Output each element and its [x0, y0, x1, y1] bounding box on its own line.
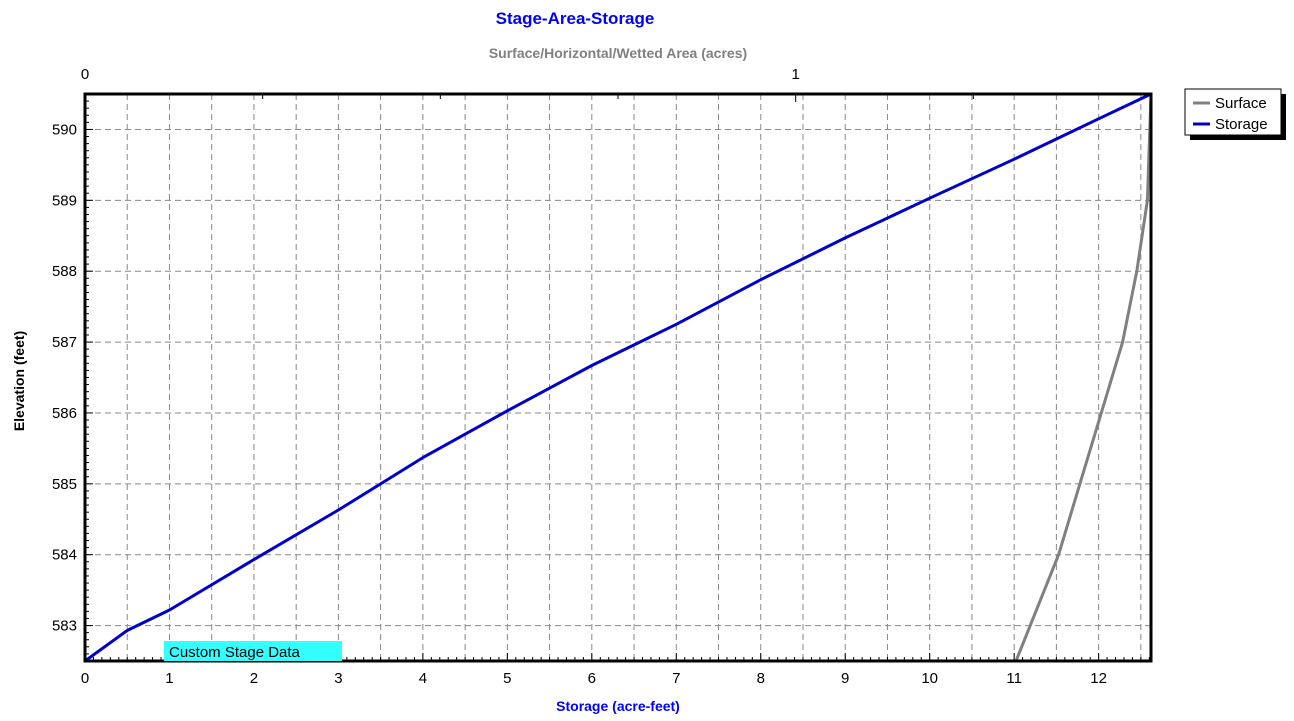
x-tick-label: 8 [757, 670, 765, 687]
custom-stage-data-annotation: Custom Stage Data [164, 641, 342, 661]
y-tick-label: 589 [52, 192, 77, 209]
top-axis-label: Surface/Horizontal/Wetted Area (acres) [489, 45, 747, 61]
legend: Surface Storage [1185, 89, 1286, 140]
y-tick-label: 587 [52, 334, 77, 351]
x-tick-label: 0 [81, 670, 89, 687]
x-tick-label: 2 [250, 670, 258, 687]
annotation-text: Custom Stage Data [169, 644, 301, 661]
y-tick-label: 585 [52, 476, 77, 493]
x2-tick-label: 1 [791, 66, 799, 83]
legend-label-storage: Storage [1215, 116, 1268, 133]
y-tick-label: 588 [52, 263, 77, 280]
grid [85, 94, 1151, 661]
chart-title: Stage-Area-Storage [496, 9, 655, 28]
bottom-axis-label: Storage (acre-feet) [556, 698, 680, 714]
y-tick-label: 586 [52, 405, 77, 422]
plot-border [85, 94, 1151, 661]
series-layer [85, 94, 1151, 661]
x-tick-label: 9 [841, 670, 849, 687]
x-tick-label: 5 [503, 670, 511, 687]
x-tick-label: 6 [588, 670, 596, 687]
x-tick-label: 1 [165, 670, 173, 687]
x-tick-label: 11 [1006, 670, 1022, 687]
y-axis-label: Elevation (feet) [11, 331, 27, 431]
series-line-storage [85, 94, 1151, 661]
y-tick-label: 584 [52, 547, 77, 564]
x2-tick-label: 0 [81, 66, 89, 83]
y-tick-label: 590 [52, 121, 77, 138]
series-line-surface [1016, 94, 1151, 661]
x-tick-label: 10 [921, 670, 938, 687]
x-tick-label: 7 [672, 670, 680, 687]
plot-frame [85, 94, 1151, 661]
x-tick-label: 3 [334, 670, 342, 687]
y-tick-label: 583 [52, 618, 77, 635]
x-tick-label: 4 [419, 670, 427, 687]
legend-label-surface: Surface [1215, 95, 1267, 112]
axis-ticks: 0 1 2 3 4 5 6 7 8 9 10 11 120 15835845855865875885895… [52, 66, 1149, 687]
x-tick-label: 12 [1090, 670, 1107, 687]
